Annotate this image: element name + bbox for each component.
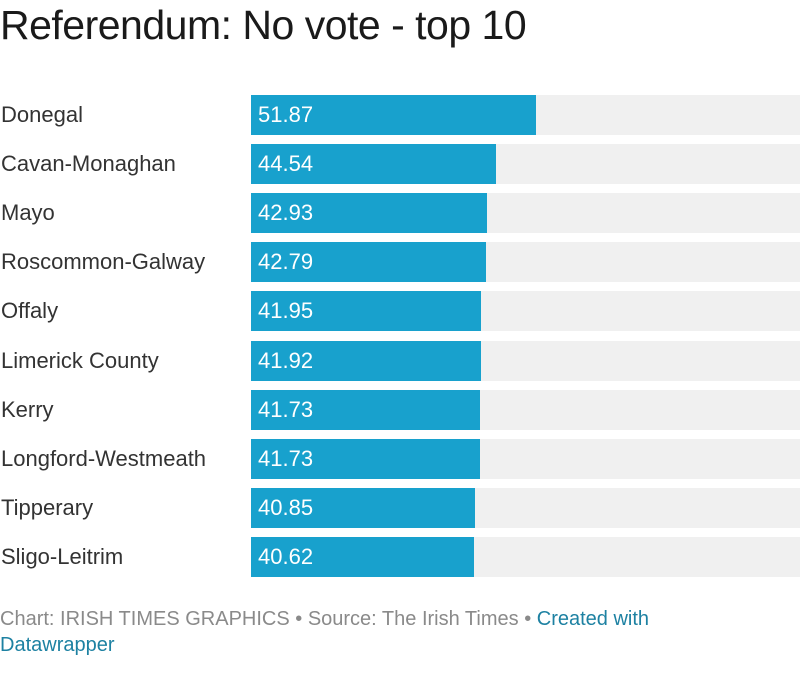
bar-track: 41.73 [251,389,800,430]
bar-row: Offaly 41.95 [0,291,800,332]
bar-row: Cavan-Monaghan 44.54 [0,144,800,185]
category-label: Offaly [1,298,59,324]
bar: 41.95 [251,291,482,332]
datawrapper-link[interactable]: Created with Datawrapper [0,608,650,656]
bar-row: Kerry 41.73 [0,389,800,430]
bar: 51.87 [251,95,536,135]
category-label: Longford-Westmeath [1,445,207,471]
category-label: Tipperary [1,494,94,520]
category-label: Sligo-Leitrim [1,543,124,569]
bar-track: 51.87 [251,95,800,135]
value-label: 40.62 [258,543,314,569]
bar-row: Donegal 51.87 [0,95,800,135]
bar-row: Roscommon-Galway 42.79 [0,242,800,283]
value-label: 41.73 [258,445,314,471]
chart-footer: Chart: IRISH TIMES GRAPHICS • Source: Th… [0,606,760,658]
bar-row: Limerick County 41.92 [0,340,800,381]
chart-title: Referendum: No vote - top 10 [0,2,527,48]
category-label: Donegal [1,102,83,127]
value-label: 40.85 [258,494,314,520]
bar-track: 40.85 [251,487,800,528]
footer-separator: • [518,608,537,630]
bar: 44.54 [251,144,496,185]
value-label: 41.92 [258,347,314,373]
bar-row: Mayo 42.93 [0,193,800,234]
bar-track: 44.54 [251,144,800,185]
bar: 42.79 [251,242,486,283]
bar: 41.73 [251,389,481,430]
bar: 41.73 [251,438,481,479]
bar: 40.62 [251,536,474,577]
chart-credit: Chart: IRISH TIMES GRAPHICS [0,608,290,630]
bar-track: 42.79 [251,242,800,283]
category-label: Roscommon-Galway [1,249,206,275]
footer-separator: • [289,608,308,630]
category-label: Mayo [1,200,55,226]
category-label: Kerry [1,396,54,422]
bar-track: 41.92 [251,340,800,381]
value-label: 41.95 [258,298,314,324]
bar-row: Longford-Westmeath 41.73 [0,438,800,479]
value-label: 44.54 [258,151,314,177]
chart-source: Source: The Irish Times [307,608,519,630]
value-label: 41.73 [258,396,314,422]
bar-track: 40.62 [251,536,800,577]
value-label: 42.79 [258,249,314,275]
bar-track: 42.93 [251,193,800,234]
bar-track: 41.95 [251,291,800,332]
bar: 41.92 [251,340,482,381]
value-label: 42.93 [258,200,314,226]
bar: 40.85 [251,487,476,528]
category-label: Limerick County [1,347,159,373]
bar: 42.93 [251,193,487,234]
category-label: Cavan-Monaghan [1,151,176,177]
bar-track: 41.73 [251,438,800,479]
bar-row: Tipperary 40.85 [0,487,800,528]
value-label: 51.87 [258,102,314,127]
bar-row: Sligo-Leitrim 40.62 [0,536,800,577]
